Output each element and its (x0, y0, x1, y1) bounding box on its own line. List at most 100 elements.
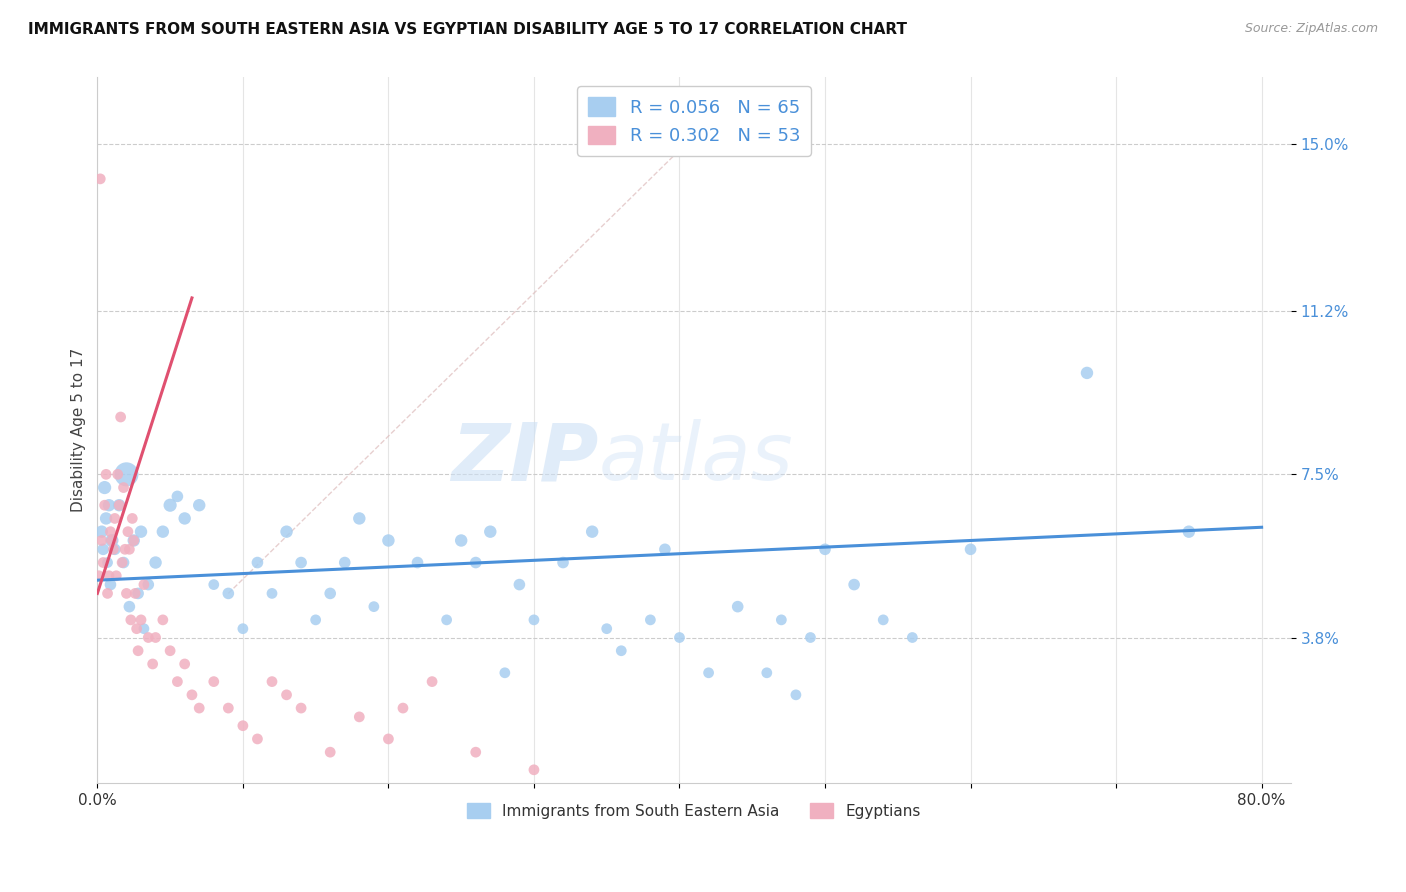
Point (305, 613, 328, 627)
Text: atlas: atlas (599, 419, 793, 498)
Point (727, 599, 749, 614)
Point (90, 524, 112, 539)
Point (136, 631, 159, 645)
Point (479, 524, 502, 539)
Point (406, 556, 429, 570)
Point (104, 511, 127, 525)
Text: ZIP: ZIP (451, 419, 599, 498)
Point (91, 556, 114, 570)
Point (450, 533, 472, 548)
Point (103, 542, 125, 557)
Point (260, 586, 283, 600)
Point (94, 467, 117, 482)
Point (93, 498, 115, 512)
Point (115, 586, 138, 600)
Point (96, 556, 118, 570)
Point (1178, 524, 1201, 539)
Y-axis label: Disability Age 5 to 17: Disability Age 5 to 17 (72, 348, 86, 512)
Point (159, 498, 181, 512)
Point (100, 577, 122, 591)
Point (145, 556, 167, 570)
Point (129, 613, 152, 627)
Point (349, 710, 371, 724)
Point (551, 556, 574, 570)
Point (108, 498, 131, 512)
Point (276, 524, 298, 539)
Point (98, 498, 121, 512)
Point (124, 586, 146, 600)
Point (112, 556, 135, 570)
Point (91, 542, 114, 557)
Point (697, 665, 720, 680)
Point (118, 599, 141, 614)
Point (104, 542, 127, 557)
Point (129, 524, 152, 539)
Point (290, 556, 312, 570)
Point (108, 498, 131, 512)
Point (333, 556, 356, 570)
Point (188, 498, 211, 512)
Point (901, 631, 924, 645)
Point (523, 613, 546, 627)
Point (464, 556, 486, 570)
Point (105, 568, 128, 582)
Point (188, 701, 211, 715)
Point (112, 481, 135, 495)
Point (125, 622, 148, 636)
Point (132, 622, 155, 636)
Point (232, 622, 254, 636)
Point (523, 763, 546, 777)
Legend: Immigrants from South Eastern Asia, Egyptians: Immigrants from South Eastern Asia, Egyp… (461, 797, 927, 825)
Point (101, 533, 124, 548)
Point (159, 644, 181, 658)
Point (120, 613, 142, 627)
Point (276, 688, 298, 702)
Point (799, 631, 821, 645)
Point (115, 467, 138, 482)
Point (173, 657, 195, 671)
Point (145, 631, 167, 645)
Point (111, 556, 134, 570)
Point (152, 613, 174, 627)
Point (127, 586, 149, 600)
Point (110, 410, 132, 425)
Point (420, 674, 443, 689)
Point (349, 511, 371, 525)
Point (392, 701, 415, 715)
Point (181, 688, 204, 702)
Point (166, 489, 188, 503)
Point (436, 613, 458, 627)
Point (814, 542, 837, 557)
Point (377, 731, 399, 746)
Point (89, 172, 111, 186)
Point (202, 577, 225, 591)
Point (202, 674, 225, 689)
Point (290, 701, 312, 715)
Point (152, 524, 174, 539)
Point (494, 665, 516, 680)
Point (127, 644, 149, 658)
Point (232, 719, 254, 733)
Point (132, 577, 155, 591)
Text: IMMIGRANTS FROM SOUTH EASTERN ASIA VS EGYPTIAN DISABILITY AGE 5 TO 17 CORRELATIO: IMMIGRANTS FROM SOUTH EASTERN ASIA VS EG… (28, 22, 907, 37)
Point (136, 577, 159, 591)
Point (785, 688, 807, 702)
Text: Source: ZipAtlas.com: Source: ZipAtlas.com (1244, 22, 1378, 36)
Point (246, 731, 269, 746)
Point (596, 622, 619, 636)
Point (959, 542, 981, 557)
Point (640, 613, 662, 627)
Point (319, 586, 342, 600)
Point (464, 745, 486, 759)
Point (101, 533, 124, 548)
Point (173, 511, 195, 525)
Point (142, 657, 165, 671)
Point (508, 577, 530, 591)
Point (98, 568, 121, 582)
Point (100, 524, 122, 539)
Point (122, 533, 145, 548)
Point (118, 542, 141, 557)
Point (107, 467, 129, 482)
Point (96, 586, 118, 600)
Point (121, 511, 143, 525)
